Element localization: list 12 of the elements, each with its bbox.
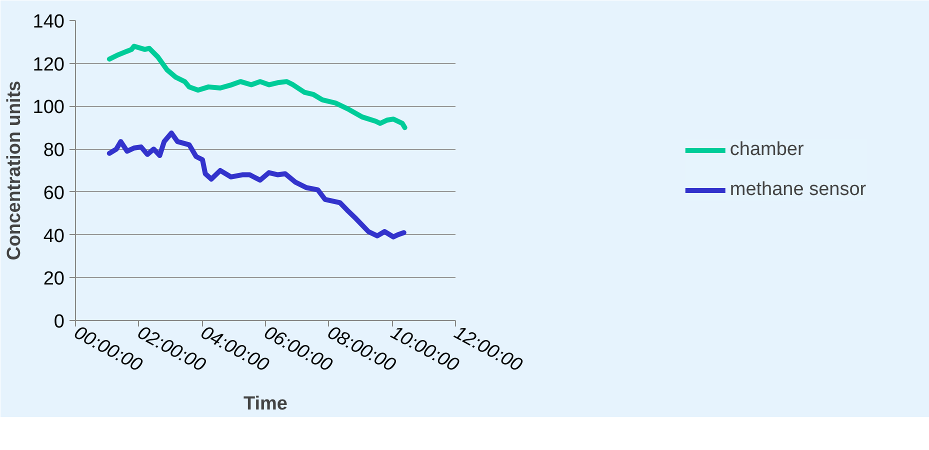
- legend-label: methane sensor: [730, 179, 866, 201]
- x-axis-title: Time: [244, 393, 288, 414]
- y-tick-label: 20: [43, 268, 65, 290]
- y-tick-label: 80: [43, 140, 65, 162]
- y-tick-label: 120: [32, 54, 64, 76]
- y-axis-title: Concentration units: [4, 80, 25, 260]
- y-tick-label: 140: [32, 12, 64, 32]
- y-tick-label: 60: [43, 182, 65, 204]
- y-tick-label: 100: [32, 97, 64, 118]
- legend-label: chamber: [730, 139, 804, 161]
- y-tick-label: 0: [54, 312, 65, 332]
- y-tick-label: 40: [43, 226, 65, 247]
